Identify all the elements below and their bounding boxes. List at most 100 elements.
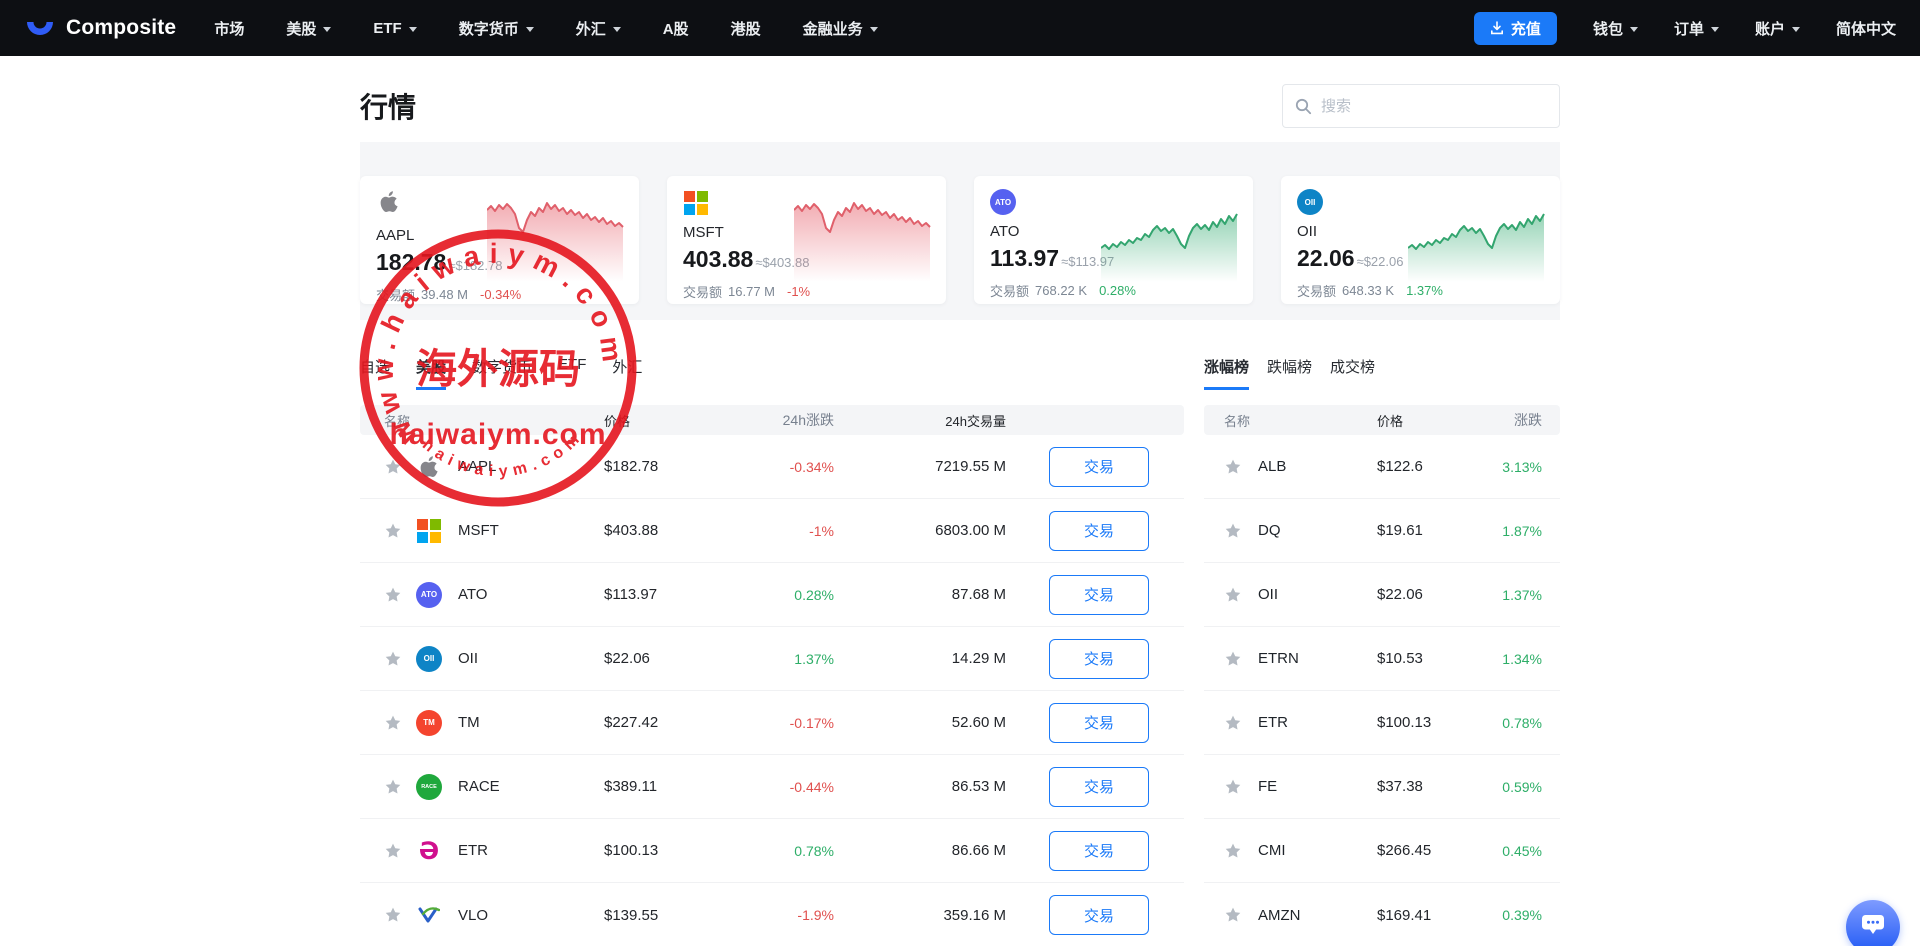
trade-button[interactable]: 交易 xyxy=(1049,638,1149,679)
mini-chart xyxy=(1101,213,1238,282)
search-box[interactable] xyxy=(1282,84,1560,128)
favorite-star-icon[interactable] xyxy=(1224,458,1242,476)
change-cell: 3.13% xyxy=(1502,458,1542,475)
rank-tab[interactable]: 涨幅榜 xyxy=(1204,356,1250,390)
table-row: RACE RACE $389.11 -0.44% 86.53 M 交易 xyxy=(360,755,1184,819)
change-cell: 1.34% xyxy=(1502,650,1542,667)
table-row: AAPL $182.78 -0.34% 7219.55 M 交易 xyxy=(360,435,1184,499)
ticker-symbol: MSFT xyxy=(458,522,499,539)
nav-menu-item[interactable]: 金融业务 xyxy=(803,18,878,39)
change-cell: -1% xyxy=(809,522,834,539)
rank-row: FE $37.38 0.59% xyxy=(1204,755,1560,819)
deposit-button[interactable]: 充值 xyxy=(1473,11,1557,45)
volume-label: 交易额 xyxy=(376,288,416,303)
header-volume: 24h交易量 xyxy=(945,413,1006,429)
nav-menu-item[interactable]: 市场 xyxy=(214,20,245,38)
ticker-logo-icon: RACE xyxy=(416,773,442,800)
ticker-card[interactable]: ATO ATO 113.97 ≈$113.97 交易额 768.22 K 0.2… xyxy=(974,176,1253,304)
caret-down-icon xyxy=(1629,26,1638,32)
mini-chart xyxy=(487,202,624,282)
change-cell: -0.44% xyxy=(789,778,834,795)
favorite-star-icon[interactable] xyxy=(1224,842,1242,860)
trade-button[interactable]: 交易 xyxy=(1049,830,1149,871)
market-tab[interactable]: 外汇 xyxy=(612,359,643,376)
favorite-star-icon[interactable] xyxy=(1224,522,1242,540)
nav-menu-item[interactable]: 外汇 xyxy=(576,18,621,39)
rank-row: DQ $19.61 1.87% xyxy=(1204,499,1560,563)
caret-down-icon xyxy=(869,26,878,32)
ticker-logo-icon: OII xyxy=(416,645,442,672)
favorite-star-icon[interactable] xyxy=(384,586,402,604)
price-cell: $169.41 xyxy=(1377,906,1432,924)
nav-right-items: 钱包 订单 账户 简体中文 xyxy=(1593,18,1896,39)
rank-row: ETRN $10.53 1.34% xyxy=(1204,627,1560,691)
price-cell: $403.88 xyxy=(604,522,659,539)
mini-chart xyxy=(1408,213,1545,282)
caret-down-icon xyxy=(323,26,332,32)
trade-button[interactable]: 交易 xyxy=(1049,510,1149,551)
change-cell: 1.87% xyxy=(1502,522,1542,539)
ticker-card[interactable]: MSFT 403.88 ≈$403.88 交易额 16.77 M -1% xyxy=(667,176,946,304)
composite-logo-icon xyxy=(27,22,53,35)
trade-button[interactable]: 交易 xyxy=(1049,766,1149,807)
favorite-star-icon[interactable] xyxy=(384,842,402,860)
favorite-star-icon[interactable] xyxy=(1224,650,1242,668)
ticker-logo-icon: Ə xyxy=(418,836,440,865)
nav-menu-item[interactable]: ETF xyxy=(373,20,417,37)
favorite-star-icon[interactable] xyxy=(384,906,402,924)
nav-menu-item[interactable]: 美股 xyxy=(286,18,332,39)
nav-menu-item[interactable]: 账户 xyxy=(1755,18,1800,39)
favorite-star-icon[interactable] xyxy=(384,714,402,732)
rank-tab[interactable]: 成交榜 xyxy=(1330,359,1376,376)
ticker-approx-price: ≈$22.06 xyxy=(1356,254,1404,269)
favorite-star-icon[interactable] xyxy=(384,522,402,540)
nav-menu-item[interactable]: 港股 xyxy=(730,20,761,38)
nav-menu: 市场 美股 ETF 数字货币 外汇 A股 港股 金融业务 xyxy=(214,18,878,39)
favorite-star-icon[interactable] xyxy=(1224,906,1242,924)
ticker-card[interactable]: OII OII 22.06 ≈$22.06 交易额 648.33 K 1.37% xyxy=(1281,176,1560,304)
volume-value: 768.22 K xyxy=(1035,283,1088,298)
nav-menu-item[interactable]: A股 xyxy=(662,20,689,38)
nav-menu-item[interactable]: 简体中文 xyxy=(1835,20,1896,38)
price-cell: $227.42 xyxy=(604,714,659,731)
ticker-approx-price: ≈$113.97 xyxy=(1061,254,1115,269)
ticker-card[interactable]: AAPL 182.78 ≈$182.78 交易额 39.48 M -0.34% xyxy=(360,176,639,304)
volume-cell: 6803.00 M xyxy=(935,522,1006,539)
trade-button[interactable]: 交易 xyxy=(1049,702,1149,743)
brand[interactable]: Composite xyxy=(24,14,176,42)
favorite-star-icon[interactable] xyxy=(1224,586,1242,604)
nav-menu-item[interactable]: 数字货币 xyxy=(459,18,534,39)
caret-down-icon xyxy=(525,26,534,32)
volume-value: 16.77 M xyxy=(728,284,775,299)
favorite-star-icon[interactable] xyxy=(1224,778,1242,796)
table-row: ATO ATO $113.97 0.28% 87.68 M 交易 xyxy=(360,563,1184,627)
ticker-logo-icon xyxy=(376,189,402,215)
trade-button[interactable]: 交易 xyxy=(1049,895,1149,935)
favorite-star-icon[interactable] xyxy=(1224,714,1242,732)
favorite-star-icon[interactable] xyxy=(384,458,402,476)
mini-chart xyxy=(794,202,931,282)
search-input[interactable] xyxy=(1321,97,1547,115)
rank-tab[interactable]: 跌幅榜 xyxy=(1267,359,1313,376)
market-tab[interactable]: 美股 xyxy=(416,356,447,390)
market-tab[interactable]: ETF xyxy=(558,356,587,373)
rank-rows: ALB $122.6 3.13% DQ $19.61 1.87% OII $22… xyxy=(1204,435,1560,946)
volume-cell: 14.29 M xyxy=(951,650,1006,667)
nav-menu-item[interactable]: 钱包 xyxy=(1593,18,1638,39)
market-panel: 自选 美股 数字货币 ETF 外汇 名称 价格 24h涨跌 24h交易量 AAPL $1… xyxy=(360,342,1184,946)
trade-button[interactable]: 交易 xyxy=(1049,446,1149,487)
chat-widget-button[interactable] xyxy=(1846,900,1900,946)
rank-row: CMI $266.45 0.45% xyxy=(1204,819,1560,883)
table-row: Ə ETR $100.13 0.78% 86.66 M 交易 xyxy=(360,819,1184,883)
favorite-star-icon[interactable] xyxy=(384,778,402,796)
change-percent: -0.34% xyxy=(480,287,522,302)
favorite-star-icon[interactable] xyxy=(384,650,402,668)
market-tab[interactable]: 数字货币 xyxy=(472,359,533,376)
table-row: TM TM $227.42 -0.17% 52.60 M 交易 xyxy=(360,691,1184,755)
trade-button[interactable]: 交易 xyxy=(1049,574,1149,615)
market-tab[interactable]: 自选 xyxy=(360,359,391,376)
nav-menu-item[interactable]: 订单 xyxy=(1674,18,1719,39)
volume-cell: 52.60 M xyxy=(951,714,1006,731)
ticker-price: 22.06 xyxy=(1297,245,1355,271)
market-rows: AAPL $182.78 -0.34% 7219.55 M 交易 MSFT $4… xyxy=(360,435,1184,946)
